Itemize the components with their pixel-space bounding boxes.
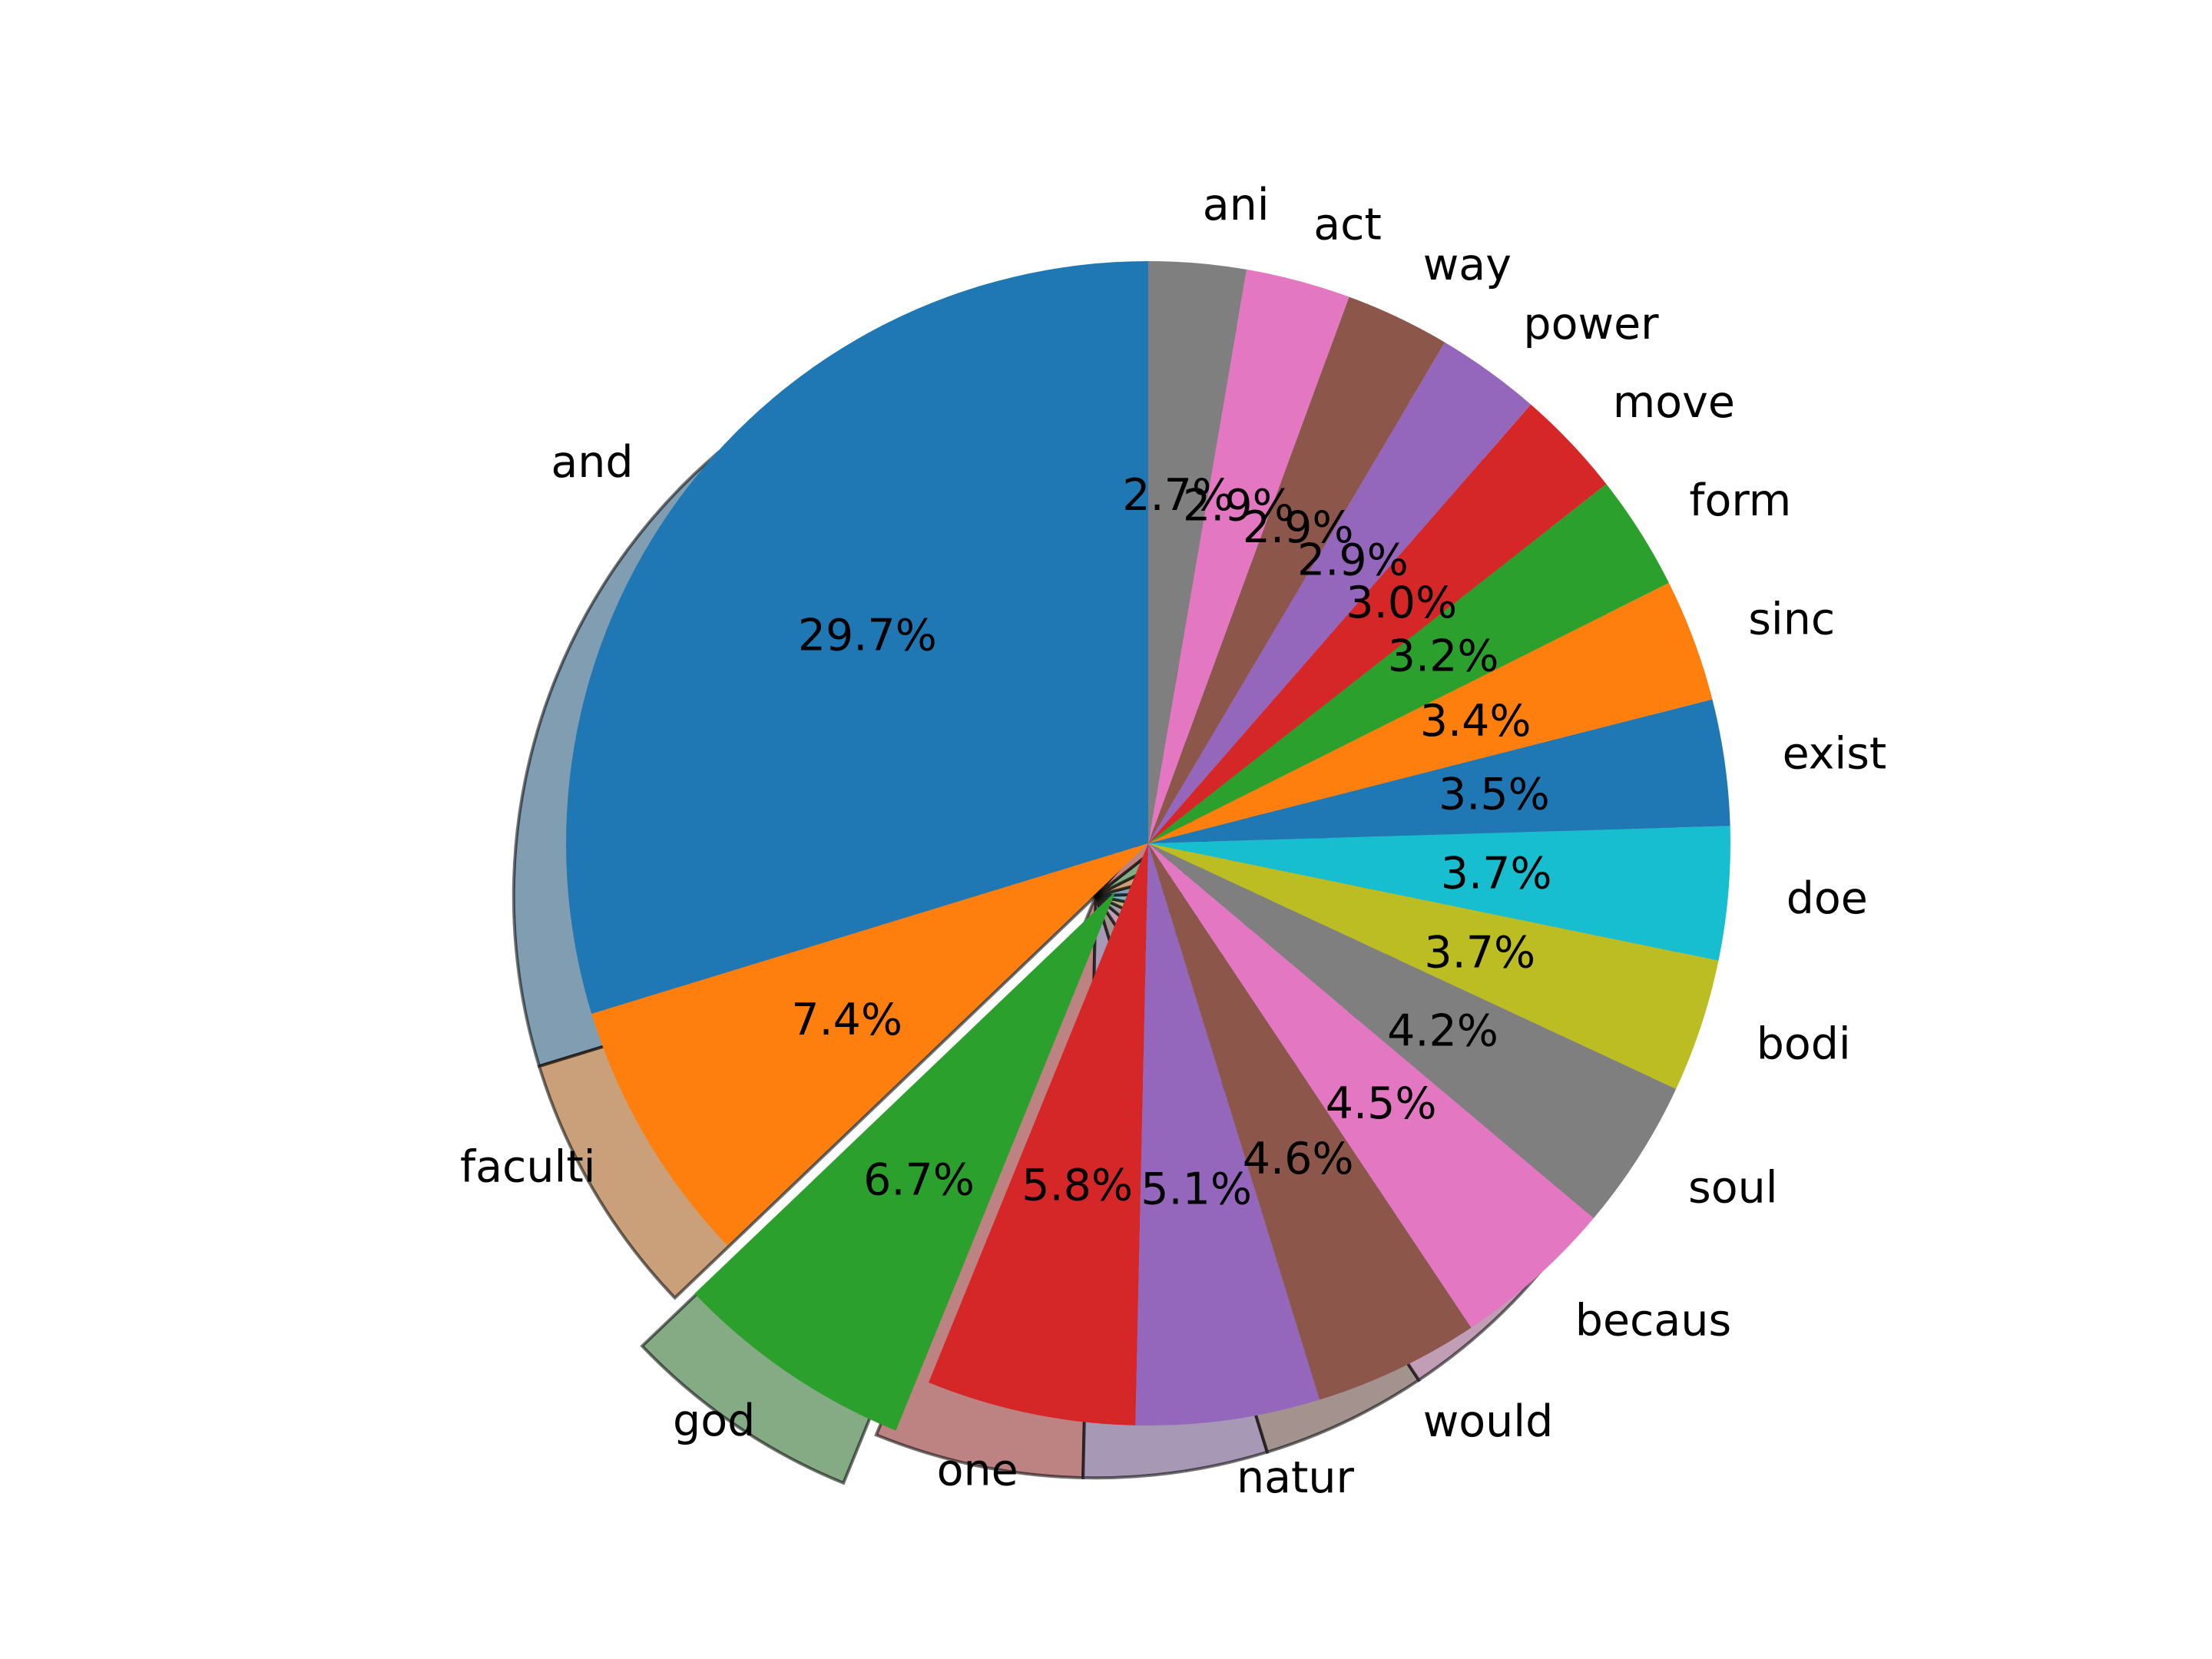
slice-label-ani: ani	[1203, 180, 1270, 230]
slice-label-god: god	[673, 1396, 755, 1446]
slice-label-act: act	[1313, 199, 1382, 250]
slice-move	[1148, 404, 1607, 843]
slice-label-faculti: faculti	[460, 1141, 595, 1192]
slice-label-sinc: sinc	[1748, 594, 1835, 645]
slice-bodi	[1148, 843, 1719, 1089]
slice-percent-becaus: 4.5%	[1326, 1078, 1437, 1129]
slice-label-bodi: bodi	[1757, 1019, 1851, 1070]
slice-percent-natur: 5.1%	[1141, 1164, 1252, 1215]
slice-act	[1148, 269, 1349, 843]
slice-percent-ani: 2.7%	[1122, 470, 1233, 521]
slice-percent-move: 3.0%	[1346, 578, 1457, 628]
slice-label-soul: soul	[1688, 1162, 1778, 1213]
slice-label-exist: exist	[1783, 729, 1887, 780]
slice-percent-faculti: 7.4%	[791, 995, 902, 1045]
slice-ani	[1148, 261, 1247, 843]
slice-percent-soul: 4.2%	[1387, 1006, 1498, 1057]
slice-labels: and 29.7% faculti 7.4% god 6.7% one 5.8% natur 5.…	[460, 180, 1886, 1503]
slice-natur	[1135, 843, 1320, 1426]
slice-percent-would: 4.6%	[1243, 1134, 1354, 1184]
slice-form	[1148, 484, 1669, 843]
slice-power	[1148, 342, 1532, 843]
slice-percent-exist: 3.5%	[1439, 770, 1550, 820]
slice-label-way: way	[1423, 240, 1512, 290]
slice-and	[566, 261, 1148, 1014]
slice-doe	[1148, 826, 1730, 961]
slice-percent-and: 29.7%	[798, 611, 937, 661]
slice-label-form: form	[1689, 475, 1791, 526]
slice-becaus	[1148, 843, 1594, 1328]
slice-would	[1148, 843, 1472, 1400]
slice-soul	[1148, 843, 1677, 1219]
slice-percent-act: 2.9%	[1183, 481, 1294, 531]
slice-percent-bodi: 3.7%	[1424, 928, 1535, 979]
slice-percent-doe: 3.7%	[1441, 848, 1552, 899]
slice-label-becaus: becaus	[1575, 1296, 1731, 1346]
slice-faculti	[591, 843, 1148, 1246]
slice-way	[1148, 296, 1445, 843]
slice-sinc	[1148, 582, 1713, 843]
slice-label-one: one	[937, 1445, 1018, 1495]
slice-label-power: power	[1523, 299, 1659, 349]
slice-label-doe: doe	[1786, 873, 1868, 924]
slice-god	[694, 891, 1116, 1431]
slice-percent-form: 3.2%	[1388, 631, 1499, 682]
slice-percent-power: 2.9%	[1297, 535, 1409, 585]
slice-exist	[1148, 699, 1730, 843]
slice-percent-sinc: 3.4%	[1420, 696, 1532, 747]
slice-label-and: and	[551, 437, 633, 488]
slice-percent-one: 5.8%	[1022, 1160, 1133, 1210]
slice-percent-god: 6.7%	[863, 1155, 975, 1206]
pie-slices	[566, 261, 1730, 1431]
slice-label-would: would	[1423, 1396, 1554, 1447]
slice-label-natur: natur	[1237, 1452, 1355, 1503]
slice-percent-way: 2.9%	[1243, 502, 1354, 553]
slice-one	[929, 843, 1148, 1426]
slice-label-move: move	[1613, 377, 1735, 428]
